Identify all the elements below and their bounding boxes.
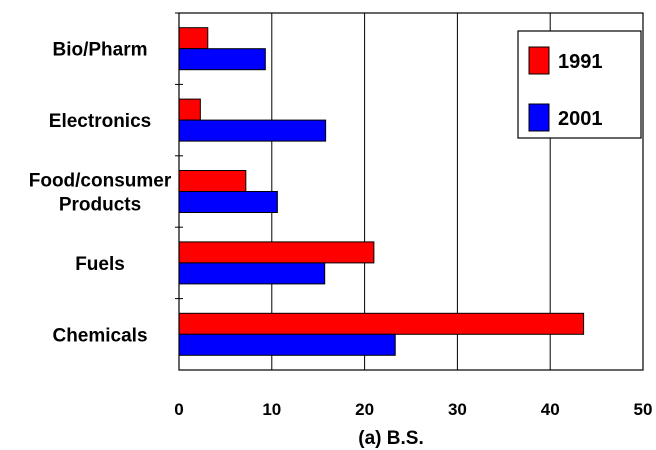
x-tick-label: 10 — [262, 400, 281, 419]
bar-1991 — [178, 98, 201, 121]
x-tick-label: 30 — [448, 400, 467, 419]
category-label: Bio/Pharm — [52, 40, 147, 61]
legend: 1991 2001 — [517, 30, 642, 139]
bars — [178, 27, 585, 356]
axes — [175, 12, 644, 371]
bar-1991 — [178, 170, 247, 192]
bar-1991 — [178, 27, 209, 50]
legend-swatch-1991 — [528, 46, 550, 75]
category-label: Electronics — [49, 111, 151, 132]
category-label: Chemicals — [52, 325, 147, 346]
legend-label: 1991 — [558, 51, 603, 73]
category-label: Food/consumer Products — [29, 171, 172, 216]
bar-2001 — [178, 333, 396, 356]
bar-2001 — [178, 262, 326, 285]
x-tick-labels: 0 10 20 30 40 50 — [174, 400, 652, 419]
bar-2001 — [178, 48, 266, 71]
bar-1991 — [178, 312, 585, 335]
x-axis-label: (a) B.S. — [358, 428, 423, 449]
bar-1991 — [178, 241, 375, 264]
x-tick-label: 20 — [355, 400, 374, 419]
plot-frame — [178, 12, 644, 371]
category-labels: Chemicals Fuels Food/consumer Products Elect… — [29, 40, 172, 347]
x-tick-label: 40 — [541, 400, 560, 419]
category-label: Fuels — [75, 254, 125, 275]
legend-swatch-2001 — [528, 103, 550, 132]
bar-2001 — [178, 191, 278, 213]
x-tick-label: 0 — [174, 400, 183, 419]
bar-2001 — [178, 119, 327, 142]
x-tick-label: 50 — [634, 400, 653, 419]
legend-label: 2001 — [558, 108, 603, 130]
